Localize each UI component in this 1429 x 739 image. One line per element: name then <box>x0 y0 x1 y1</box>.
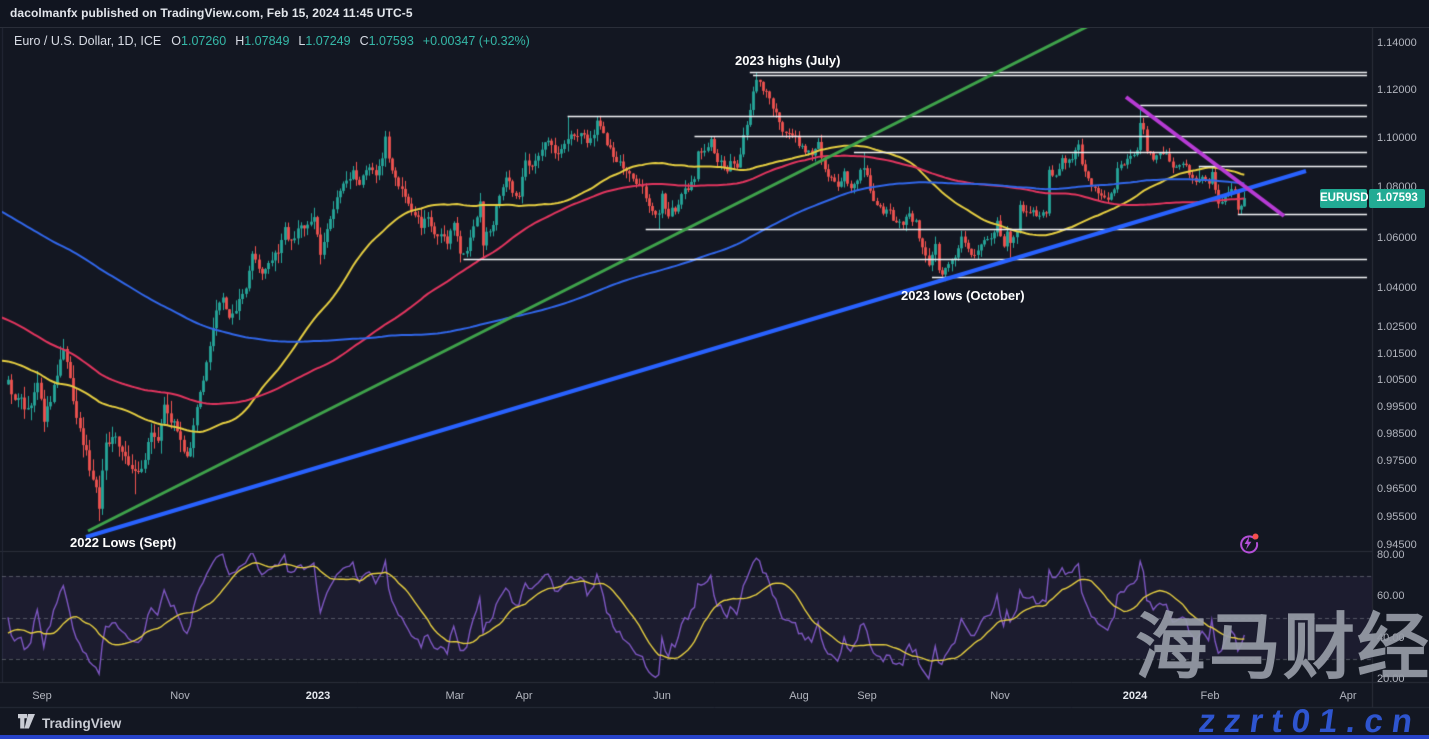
watermark-cjk: 海马财经 <box>1134 608 1429 688</box>
symbol-title: Euro / U.S. Dollar, 1D, ICE <box>14 34 162 48</box>
flash-icon[interactable] <box>1236 531 1260 555</box>
time-tick: Sep <box>857 690 877 702</box>
price-tick: 0.96500 <box>1377 482 1417 495</box>
price-tick: 1.01500 <box>1377 347 1417 360</box>
top-bar <box>0 0 1429 28</box>
last-price-value-label: 1.07593 <box>1369 188 1425 208</box>
ohlc-low: L1.07249 <box>298 34 351 48</box>
time-tick: Jun <box>653 690 671 702</box>
ohlc-high: H1.07849 <box>235 34 290 48</box>
price-tick: 1.02500 <box>1377 321 1417 334</box>
watermark-url: zzrt01.cn <box>1196 702 1424 739</box>
price-tick: 0.97500 <box>1377 455 1417 468</box>
annotation-1: 2023 lows (October) <box>901 288 1025 303</box>
ohlc-values: O1.07260 H1.07849 L1.07249 C1.07593 <box>171 34 423 48</box>
price-tick: 0.95500 <box>1377 510 1417 523</box>
time-tick: Apr <box>515 690 533 702</box>
tradingview-logo-text: TradingView <box>42 715 122 731</box>
time-tick: Nov <box>990 690 1010 702</box>
last-price-symbol-label: EURUSD <box>1320 188 1369 208</box>
watermark-bottom-bar <box>0 735 1429 739</box>
price-tick: 1.04000 <box>1377 282 1417 295</box>
ohlc-open: O1.07260 <box>171 34 227 48</box>
price-tick: 0.94500 <box>1377 538 1417 551</box>
symbol-legend[interactable]: Euro / U.S. Dollar, 1D, ICE O1.07260 H1.0… <box>14 34 530 48</box>
time-tick: Apr <box>1339 690 1357 702</box>
tradingview-logo-icon <box>18 714 35 732</box>
time-tick: Sep <box>32 690 52 702</box>
rsi-tick: 60.00 <box>1377 590 1405 603</box>
time-tick: Nov <box>170 690 190 702</box>
price-tick: 1.00500 <box>1377 374 1417 387</box>
time-tick: Mar <box>445 690 465 702</box>
time-tick: Feb <box>1200 690 1220 702</box>
annotation-0: 2023 highs (July) <box>735 53 841 68</box>
time-tick: 2024 <box>1122 690 1148 702</box>
price-tick: 0.98500 <box>1377 427 1417 440</box>
price-tick: 1.06000 <box>1377 231 1417 244</box>
price-tick: 1.14000 <box>1377 36 1417 49</box>
time-tick: Aug <box>789 690 809 702</box>
price-tick: 0.99500 <box>1377 400 1417 413</box>
rsi-tick: 80.00 <box>1377 548 1405 561</box>
attribution-text: dacolmanfx published on TradingView.com,… <box>10 6 413 20</box>
price-tick: 1.10000 <box>1377 132 1417 145</box>
annotation-2: 2022 Lows (Sept) <box>70 535 177 550</box>
time-tick: 2023 <box>305 690 331 702</box>
ohlc-close: C1.07593 <box>359 34 414 48</box>
price-tick: 1.12000 <box>1377 84 1417 97</box>
rsi-tick: 20.00 <box>1377 673 1405 686</box>
rsi-tick: 40.00 <box>1377 631 1405 644</box>
change-value: +0.00347 (+0.32%) <box>422 34 530 48</box>
tradingview-logo[interactable]: TradingView <box>18 714 121 732</box>
